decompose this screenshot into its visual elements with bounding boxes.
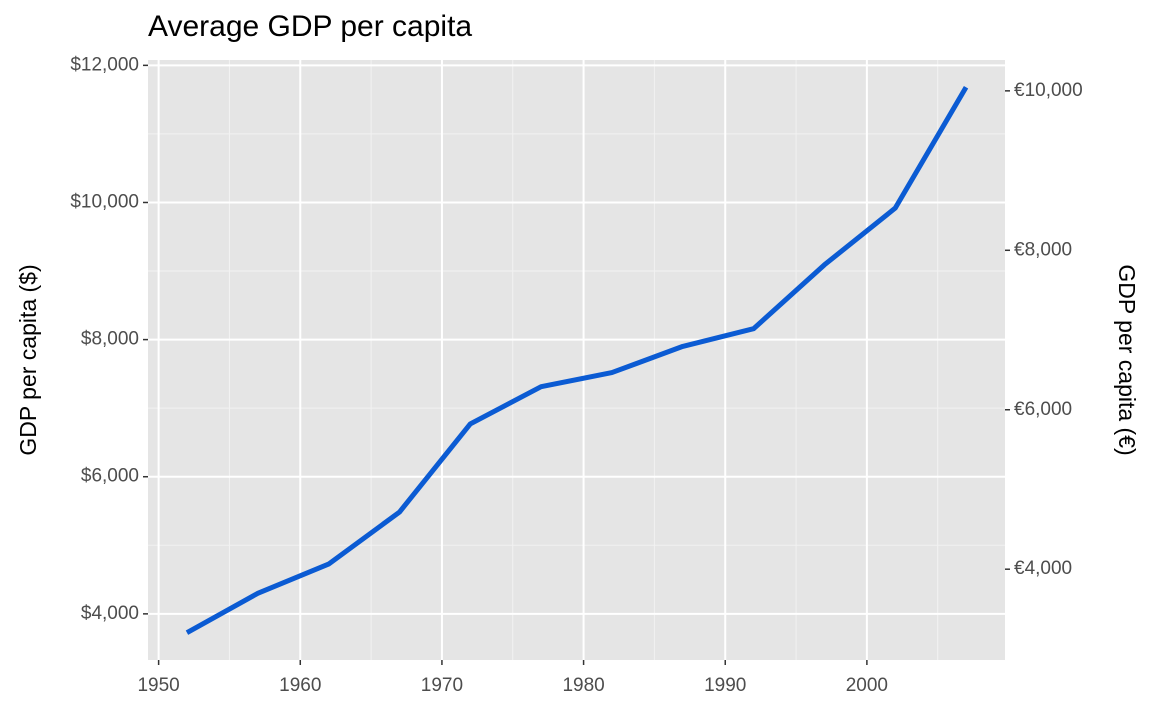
y-tick-label: $12,000 [70,54,139,75]
x-tick-label: 2000 [846,675,888,696]
line [185,86,969,635]
y-tick-label: $6,000 [81,466,139,487]
y2-tick-label: €4,000 [1014,558,1072,579]
y2-tick-label: €6,000 [1014,399,1072,420]
y2-tick-label: €10,000 [1014,80,1083,101]
y2-tick-label: €8,000 [1014,239,1072,260]
y-tick-label: $8,000 [81,329,139,350]
y-tick-label: $4,000 [81,603,139,624]
x-tick-label: 1990 [704,675,746,696]
y-tick-label: $10,000 [70,191,139,212]
y2-axis-title: GDP per capita (€) [1114,264,1140,455]
x-tick-label: 1960 [279,675,321,696]
y-axis-title: GDP per capita ($) [15,264,41,455]
panel [148,60,1005,660]
x-tick-label: 1950 [137,675,179,696]
x-tick-label: 1980 [562,675,604,696]
x-tick-label: 1970 [421,675,463,696]
chart-title: Average GDP per capita [148,10,472,43]
